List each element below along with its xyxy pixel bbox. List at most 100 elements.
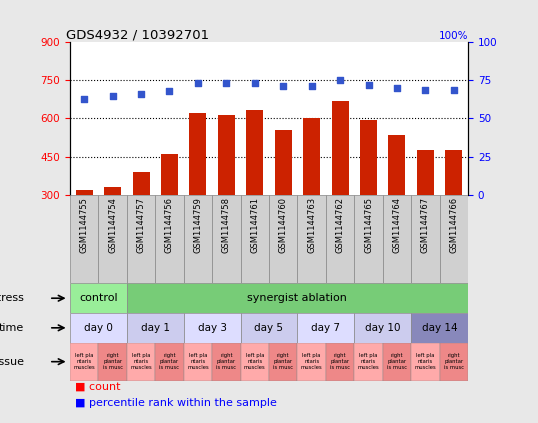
Point [450,86,458,93]
Bar [70,195,98,283]
Text: right
plantar
is musc: right plantar is musc [159,353,180,370]
Point [222,80,231,87]
Bar [246,110,263,271]
Bar [275,130,292,271]
Bar [440,343,468,381]
Text: day 14: day 14 [422,323,457,333]
Text: stress: stress [0,293,25,303]
Bar [298,313,355,343]
Point [393,85,401,91]
Text: right
plantar
is musc: right plantar is musc [444,353,464,370]
Bar [212,343,240,381]
Text: synergist ablation: synergist ablation [247,293,348,303]
Text: right
plantar
is musc: right plantar is musc [216,353,236,370]
Bar [127,283,468,313]
Bar [183,195,212,283]
Text: day 0: day 0 [84,323,113,333]
Bar [326,343,355,381]
Bar [183,313,240,343]
Text: day 1: day 1 [141,323,170,333]
Bar [161,154,178,271]
Text: time: time [0,323,25,333]
Text: right
plantar
is musc: right plantar is musc [387,353,407,370]
Bar [360,120,377,271]
Text: 100%: 100% [438,31,468,41]
Text: GSM1144755: GSM1144755 [80,197,89,253]
Text: left pla
ntaris
muscles: left pla ntaris muscles [244,353,266,370]
Text: control: control [79,293,118,303]
Bar [383,195,411,283]
Bar [127,313,183,343]
Text: GSM1144765: GSM1144765 [364,197,373,253]
Text: left pla
ntaris
muscles: left pla ntaris muscles [415,353,436,370]
Bar [411,313,468,343]
Text: day 5: day 5 [254,323,284,333]
Bar [417,150,434,271]
Bar [303,118,320,271]
Bar [70,313,127,343]
Bar [127,343,155,381]
Bar [269,343,298,381]
Point [421,86,430,93]
Point [307,83,316,90]
Bar [70,283,127,313]
Bar [445,150,462,271]
Bar [440,195,468,283]
Bar [132,172,150,271]
Text: left pla
ntaris
muscles: left pla ntaris muscles [73,353,95,370]
Text: right
plantar
is musc: right plantar is musc [103,353,123,370]
Bar [76,190,93,271]
Text: left pla
ntaris
muscles: left pla ntaris muscles [358,353,379,370]
Point [279,83,287,90]
Bar [183,343,212,381]
Bar [240,195,269,283]
Bar [98,195,127,283]
Text: left pla
ntaris
muscles: left pla ntaris muscles [187,353,209,370]
Text: GSM1144762: GSM1144762 [336,197,345,253]
Point [137,91,145,97]
Text: right
plantar
is musc: right plantar is musc [330,353,350,370]
Bar [355,343,383,381]
Text: day 7: day 7 [312,323,341,333]
Text: ■ count: ■ count [75,381,121,391]
Point [108,92,117,99]
Bar [155,343,183,381]
Text: GSM1144760: GSM1144760 [279,197,288,253]
Text: GSM1144766: GSM1144766 [449,197,458,253]
Bar [189,113,207,271]
Bar [298,343,326,381]
Bar [212,195,240,283]
Bar [104,187,121,271]
Text: right
plantar
is musc: right plantar is musc [273,353,293,370]
Bar [326,195,355,283]
Point [336,77,344,84]
Text: day 10: day 10 [365,323,400,333]
Bar [355,195,383,283]
Text: tissue: tissue [0,357,25,367]
Text: day 3: day 3 [197,323,226,333]
Bar [269,195,298,283]
Bar [218,115,235,271]
Point [364,82,373,88]
Text: GSM1144761: GSM1144761 [250,197,259,253]
Point [194,80,202,87]
Point [251,80,259,87]
Bar [355,313,411,343]
Bar [240,313,298,343]
Text: GSM1144758: GSM1144758 [222,197,231,253]
Bar [98,343,127,381]
Point [165,88,174,94]
Bar [70,343,98,381]
Text: GSM1144759: GSM1144759 [193,197,202,253]
Text: left pla
ntaris
muscles: left pla ntaris muscles [130,353,152,370]
Text: GSM1144763: GSM1144763 [307,197,316,253]
Text: GSM1144754: GSM1144754 [108,197,117,253]
Bar [383,343,411,381]
Bar [298,195,326,283]
Point [80,95,88,102]
Text: left pla
ntaris
muscles: left pla ntaris muscles [301,353,322,370]
Bar [155,195,183,283]
Bar [388,135,406,271]
Text: GSM1144756: GSM1144756 [165,197,174,253]
Bar [411,195,440,283]
